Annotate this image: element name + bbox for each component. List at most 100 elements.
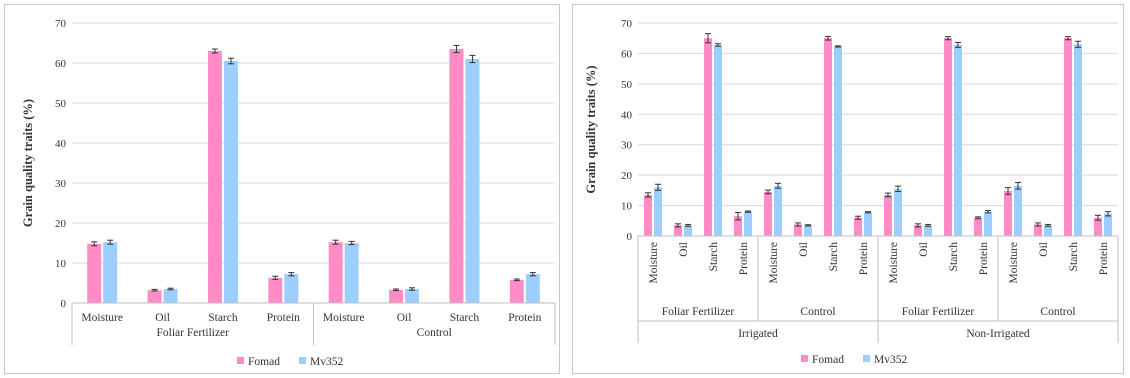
x-tick-label: Protein — [858, 242, 870, 275]
bar-fomad — [824, 38, 832, 236]
group-label: Control — [417, 327, 452, 339]
x-tick-label: Protein — [738, 242, 750, 275]
legend-swatch — [863, 355, 870, 362]
bar-fomad — [944, 38, 952, 236]
bar-fomad — [914, 225, 922, 236]
bar-mv352 — [1104, 213, 1112, 236]
x-tick-label: Oil — [155, 312, 170, 324]
group-label: Foliar Fertilizer — [902, 306, 975, 318]
legend-label: Mv352 — [310, 356, 343, 368]
legend-swatch — [299, 357, 306, 364]
bar-fomad — [974, 217, 982, 236]
bar-fomad — [268, 277, 283, 303]
x-tick-label: Starch — [948, 242, 960, 272]
y-tick-label: 0 — [61, 298, 67, 310]
bar-fomad — [794, 224, 802, 236]
bar-fomad — [674, 225, 682, 236]
supergroup-label: Non-Irrigated — [966, 328, 1029, 340]
y-tick-label: 60 — [621, 48, 633, 60]
bar-mv352 — [834, 46, 842, 237]
bar-fomad — [734, 216, 742, 236]
y-tick-label: 40 — [621, 109, 633, 121]
x-tick-label: Oil — [678, 242, 690, 257]
x-tick-label: Moisture — [648, 242, 660, 284]
bar-mv352 — [714, 44, 722, 237]
x-tick-label: Protein — [978, 242, 990, 275]
bar-mv352 — [103, 242, 118, 303]
bar-mv352 — [223, 61, 238, 303]
y-axis-label: Grain quality traits (%) — [584, 65, 598, 193]
bar-mv352 — [864, 212, 872, 236]
y-tick-label: 10 — [55, 258, 67, 270]
chart-panel-left: 0 10 20 30 40 50 60 70 Grain quality traits (%) M… — [4, 4, 560, 374]
bar-fomad — [1094, 217, 1102, 236]
bar-mv352 — [654, 187, 662, 236]
legend-label: Fomad — [812, 354, 844, 366]
bar-mv352 — [984, 211, 992, 236]
bar-fomad — [854, 217, 862, 236]
x-tick-label: Starch — [708, 242, 720, 272]
bar-mv352 — [405, 289, 420, 303]
bar-fomad — [509, 279, 524, 303]
bar-fomad — [1004, 190, 1012, 236]
y-tick-label: 60 — [55, 58, 67, 70]
bar-mv352 — [954, 44, 962, 237]
x-tick-label: Starch — [208, 312, 238, 324]
group-label: Foliar Fertilizer — [157, 327, 230, 339]
legend-label: Fomad — [248, 356, 280, 368]
y-tick-label: 20 — [55, 218, 67, 230]
y-tick-label: 70 — [621, 18, 633, 30]
legend-swatch — [801, 355, 808, 362]
y-tick-label: 40 — [55, 138, 67, 150]
x-tick-label: Moisture — [1008, 242, 1020, 284]
x-tick-label: Protein — [1098, 242, 1110, 275]
x-tick-label: Starch — [828, 242, 840, 272]
y-tick-label: 50 — [55, 98, 67, 110]
bar-fomad — [884, 194, 892, 236]
bar-mv352 — [744, 211, 752, 236]
x-tick-label: Starch — [450, 312, 480, 324]
bar-fomad — [147, 290, 162, 303]
y-tick-label: 10 — [621, 201, 633, 213]
y-tick-label: 0 — [627, 231, 633, 243]
x-tick-label: Moisture — [81, 312, 123, 324]
bar-fomad — [704, 38, 712, 236]
x-tick-label: Moisture — [768, 242, 780, 284]
bar-fomad — [328, 242, 343, 303]
bar-mv352 — [1014, 185, 1022, 236]
bar-fomad — [1034, 224, 1042, 236]
bar-fomad — [389, 289, 404, 303]
x-tick-label: Starch — [1068, 242, 1080, 272]
bar-mv352 — [924, 225, 932, 236]
x-tick-label: Oil — [397, 312, 412, 324]
group-label: Control — [1040, 306, 1075, 318]
bar-mv352 — [525, 274, 540, 303]
y-tick-label: 20 — [621, 170, 633, 182]
legend-swatch — [237, 357, 244, 364]
legend-label: Mv352 — [874, 354, 907, 366]
x-tick-label: Moisture — [323, 312, 365, 324]
bar-mv352 — [284, 274, 299, 303]
y-tick-label: 30 — [621, 140, 633, 152]
bar-mv352 — [774, 185, 782, 236]
bar-mv352 — [1044, 225, 1052, 236]
x-tick-label: Protein — [508, 312, 541, 324]
y-tick-label: 30 — [55, 178, 67, 190]
y-tick-label: 50 — [621, 79, 633, 91]
group-label: Control — [800, 306, 835, 318]
chart-panel-right: 0 10 20 30 40 50 60 70 Grain quality traits (%) M… — [572, 4, 1124, 374]
bar-fomad — [87, 243, 102, 303]
chart-right: 0 10 20 30 40 50 60 70 Grain quality traits (%) M… — [584, 18, 1119, 366]
chart-left: 0 10 20 30 40 50 60 70 Grain quality traits (%) M… — [21, 18, 556, 368]
x-tick-label: Oil — [1038, 242, 1050, 257]
x-tick-label: Moisture — [888, 242, 900, 284]
bar-mv352 — [344, 243, 359, 303]
bar-mv352 — [1074, 44, 1082, 236]
bar-mv352 — [465, 59, 480, 303]
bar-fomad — [644, 194, 652, 236]
bar-fomad — [1064, 38, 1072, 236]
bar-mv352 — [163, 289, 178, 303]
x-tick-label: Oil — [918, 242, 930, 257]
y-tick-label: 70 — [55, 18, 67, 30]
group-label: Foliar Fertilizer — [662, 306, 735, 318]
